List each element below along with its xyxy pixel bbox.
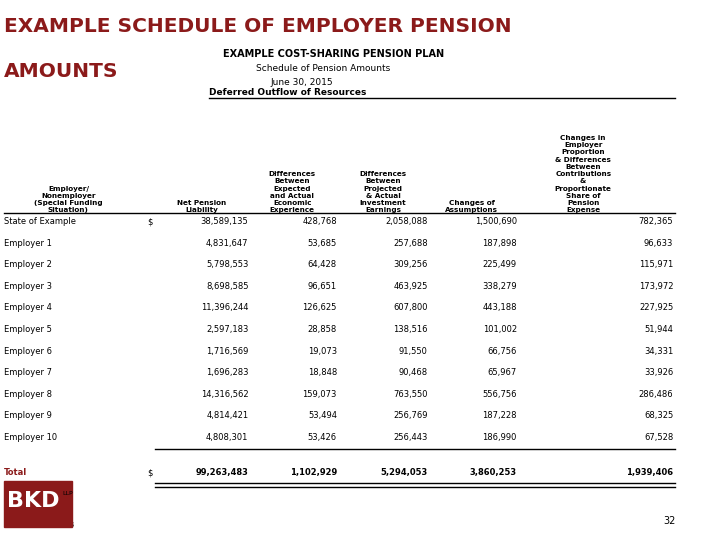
Text: 782,365: 782,365 bbox=[639, 217, 673, 226]
Text: Employer/
Nonemployer
(Special Funding
Situation): Employer/ Nonemployer (Special Funding S… bbox=[34, 186, 103, 213]
Text: Employer 1: Employer 1 bbox=[4, 239, 51, 248]
Text: 159,073: 159,073 bbox=[302, 390, 337, 399]
Text: Changes in
Employer
Proportion
& Differences
Between
Contributions
&
Proportiona: Changes in Employer Proportion & Differe… bbox=[555, 135, 611, 213]
Text: June 30, 2015: June 30, 2015 bbox=[270, 78, 333, 87]
Text: 257,688: 257,688 bbox=[393, 239, 428, 248]
Text: 91,550: 91,550 bbox=[399, 347, 428, 356]
Text: 2,058,088: 2,058,088 bbox=[385, 217, 428, 226]
Text: BKD: BKD bbox=[7, 491, 60, 511]
Text: 34,331: 34,331 bbox=[644, 347, 673, 356]
Text: 51,944: 51,944 bbox=[644, 325, 673, 334]
Text: 256,443: 256,443 bbox=[393, 433, 428, 442]
Text: 138,516: 138,516 bbox=[393, 325, 428, 334]
Text: 65,967: 65,967 bbox=[487, 368, 517, 377]
Text: 428,768: 428,768 bbox=[302, 217, 337, 226]
Text: Differences
Between
Expected
and Actual
Economic
Experience: Differences Between Expected and Actual … bbox=[269, 171, 316, 213]
Text: Total: Total bbox=[4, 468, 27, 477]
Text: 99,263,483: 99,263,483 bbox=[196, 468, 248, 477]
Text: 67,528: 67,528 bbox=[644, 433, 673, 442]
Text: Differences
Between
Projected
& Actual
Investment
Earnings: Differences Between Projected & Actual I… bbox=[359, 171, 407, 213]
Text: Employer 4: Employer 4 bbox=[4, 303, 51, 313]
Text: 96,651: 96,651 bbox=[308, 282, 337, 291]
Text: 96,633: 96,633 bbox=[644, 239, 673, 248]
Text: 64,428: 64,428 bbox=[308, 260, 337, 269]
Text: Net Pension
Liability: Net Pension Liability bbox=[177, 200, 226, 213]
Text: 4,814,421: 4,814,421 bbox=[206, 411, 248, 421]
Text: EXAMPLE COST-SHARING PENSION PLAN: EXAMPLE COST-SHARING PENSION PLAN bbox=[223, 49, 444, 59]
Text: 66,756: 66,756 bbox=[487, 347, 517, 356]
Text: 3,860,253: 3,860,253 bbox=[470, 468, 517, 477]
Text: 5,294,053: 5,294,053 bbox=[380, 468, 428, 477]
Text: 225,499: 225,499 bbox=[483, 260, 517, 269]
Text: 53,426: 53,426 bbox=[308, 433, 337, 442]
Text: Employer 2: Employer 2 bbox=[4, 260, 51, 269]
Text: 8,698,585: 8,698,585 bbox=[206, 282, 248, 291]
Text: 11,396,244: 11,396,244 bbox=[201, 303, 248, 313]
Text: 1,939,406: 1,939,406 bbox=[626, 468, 673, 477]
Text: 338,279: 338,279 bbox=[482, 282, 517, 291]
Text: 28,858: 28,858 bbox=[307, 325, 337, 334]
Text: State of Example: State of Example bbox=[4, 217, 76, 226]
Text: Schedule of Pension Amounts: Schedule of Pension Amounts bbox=[256, 64, 390, 73]
Text: 19,073: 19,073 bbox=[308, 347, 337, 356]
Text: CPAs & Advisors: CPAs & Advisors bbox=[4, 520, 73, 529]
Text: 68,325: 68,325 bbox=[644, 411, 673, 421]
Text: 173,972: 173,972 bbox=[639, 282, 673, 291]
Text: AMOUNTS: AMOUNTS bbox=[4, 62, 118, 81]
Text: EXAMPLE SCHEDULE OF EMPLOYER PENSION: EXAMPLE SCHEDULE OF EMPLOYER PENSION bbox=[4, 17, 511, 36]
Text: 187,898: 187,898 bbox=[482, 239, 517, 248]
Text: 53,494: 53,494 bbox=[308, 411, 337, 421]
Text: Employer 9: Employer 9 bbox=[4, 411, 51, 421]
Text: $: $ bbox=[148, 468, 153, 477]
Text: Employer 7: Employer 7 bbox=[4, 368, 52, 377]
Text: 90,468: 90,468 bbox=[399, 368, 428, 377]
Text: 4,831,647: 4,831,647 bbox=[206, 239, 248, 248]
Text: 1,716,569: 1,716,569 bbox=[206, 347, 248, 356]
Text: 309,256: 309,256 bbox=[393, 260, 428, 269]
Text: 115,971: 115,971 bbox=[639, 260, 673, 269]
Text: 32: 32 bbox=[663, 516, 675, 526]
Text: 1,102,929: 1,102,929 bbox=[289, 468, 337, 477]
Text: Employer 8: Employer 8 bbox=[4, 390, 52, 399]
Text: 1,696,283: 1,696,283 bbox=[206, 368, 248, 377]
Text: 763,550: 763,550 bbox=[393, 390, 428, 399]
Text: 256,769: 256,769 bbox=[393, 411, 428, 421]
Text: Employer 6: Employer 6 bbox=[4, 347, 52, 356]
Text: 4,808,301: 4,808,301 bbox=[206, 433, 248, 442]
Text: 38,589,135: 38,589,135 bbox=[201, 217, 248, 226]
Text: Employer 10: Employer 10 bbox=[4, 433, 57, 442]
Text: 556,756: 556,756 bbox=[482, 390, 517, 399]
Text: 5,798,553: 5,798,553 bbox=[206, 260, 248, 269]
Text: LLP: LLP bbox=[63, 491, 73, 496]
Text: 126,625: 126,625 bbox=[302, 303, 337, 313]
Text: 53,685: 53,685 bbox=[307, 239, 337, 248]
Text: Employer 3: Employer 3 bbox=[4, 282, 52, 291]
Text: 33,926: 33,926 bbox=[644, 368, 673, 377]
Text: Changes of
Assumptions: Changes of Assumptions bbox=[445, 200, 498, 213]
Text: 607,800: 607,800 bbox=[393, 303, 428, 313]
Text: 186,990: 186,990 bbox=[482, 433, 517, 442]
Text: 463,925: 463,925 bbox=[393, 282, 428, 291]
Text: 227,925: 227,925 bbox=[639, 303, 673, 313]
Text: 187,228: 187,228 bbox=[482, 411, 517, 421]
Text: Deferred Outflow of Resources: Deferred Outflow of Resources bbox=[209, 88, 366, 97]
Text: 14,316,562: 14,316,562 bbox=[201, 390, 248, 399]
Text: Employer 5: Employer 5 bbox=[4, 325, 51, 334]
Text: 286,486: 286,486 bbox=[639, 390, 673, 399]
Text: 1,500,690: 1,500,690 bbox=[474, 217, 517, 226]
Text: 443,188: 443,188 bbox=[482, 303, 517, 313]
Text: 18,848: 18,848 bbox=[307, 368, 337, 377]
Text: 2,597,183: 2,597,183 bbox=[206, 325, 248, 334]
Text: $: $ bbox=[148, 217, 153, 226]
Text: 101,002: 101,002 bbox=[483, 325, 517, 334]
